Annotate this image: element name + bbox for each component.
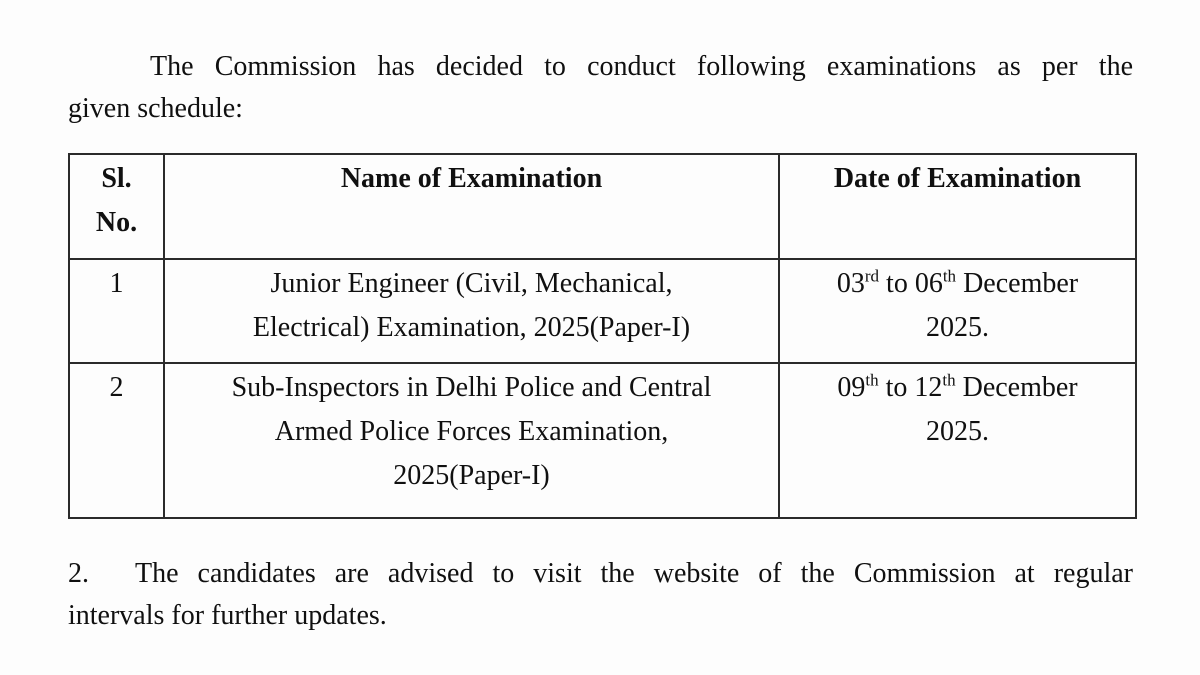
exam-name-line: Electrical) Examination, 2025(Paper-I) <box>252 312 691 343</box>
date-month-text: December <box>956 268 1079 299</box>
footer-paragraph-number: 2. <box>68 558 89 589</box>
date-to-text: to <box>878 372 915 403</box>
date-ordinal-from: th <box>865 370 879 390</box>
footer-line-1-text: The candidates are advised to visit the … <box>135 558 1133 589</box>
cell-sl-no: 1 <box>68 258 165 364</box>
intro-line-1: The Commission has decided to conduct fo… <box>150 51 1133 82</box>
exam-schedule-table: Sl. No. Name of Examination Date of Exam… <box>68 153 1137 519</box>
exam-name-line: Junior Engineer (Civil, Mechanical, <box>270 268 673 299</box>
cell-exam-name: Sub-Inspectors in Delhi Police and Centr… <box>163 362 780 519</box>
cell-exam-date: 03rd to 06th December 2025. <box>778 258 1137 364</box>
intro-paragraph: The Commission has decided to conduct fo… <box>68 46 1133 130</box>
date-ordinal-to: th <box>942 370 956 390</box>
cell-exam-name: Junior Engineer (Civil, Mechanical, Elec… <box>163 258 780 364</box>
exam-name-line: Sub-Inspectors in Delhi Police and Centr… <box>231 372 712 403</box>
date-day-to: 06 <box>914 268 943 299</box>
header-cell-exam-date: Date of Examination <box>778 153 1137 260</box>
exam-date-year-line: 2025. <box>926 416 989 447</box>
exam-date-line: 03rd to 06th December <box>786 262 1129 306</box>
header-sl-no-line-2: No. <box>95 207 138 238</box>
footer-paragraph: 2. The candidates are advised to visit th… <box>68 553 1133 637</box>
intro-line-2: given schedule: <box>68 93 243 124</box>
footer-line-1: 2. The candidates are advised to visit th… <box>68 553 1133 595</box>
header-exam-date-label: Date of Examination <box>833 163 1082 194</box>
exam-date-year-line: 2025. <box>926 312 989 343</box>
date-ordinal-from: rd <box>864 266 880 286</box>
date-day-from: 09 <box>837 372 866 403</box>
date-day-from: 03 <box>836 268 865 299</box>
sl-no-value: 2 <box>109 372 124 403</box>
header-sl-no-line-1: Sl. <box>101 163 132 194</box>
cell-exam-date: 09th to 12th December 2025. <box>778 362 1137 519</box>
header-cell-exam-name: Name of Examination <box>163 153 780 260</box>
exam-date-line: 09th to 12th December <box>786 366 1129 410</box>
table-header-row: Sl. No. Name of Examination Date of Exam… <box>68 153 1137 260</box>
footer-line-2: intervals for further updates. <box>68 600 387 631</box>
header-exam-name-label: Name of Examination <box>340 163 603 194</box>
header-cell-sl-no: Sl. No. <box>68 153 165 260</box>
sl-no-value: 1 <box>109 268 124 299</box>
date-month-text: December <box>955 372 1078 403</box>
exam-name-line: 2025(Paper-I) <box>393 460 550 491</box>
date-day-to: 12 <box>914 372 943 403</box>
table-row: 1 Junior Engineer (Civil, Mechanical, El… <box>68 258 1137 364</box>
date-to-text: to <box>879 268 915 299</box>
exam-name-line: Armed Police Forces Examination, <box>274 416 669 447</box>
date-ordinal-to: th <box>942 266 957 286</box>
cell-sl-no: 2 <box>68 362 165 519</box>
table-row: 2 Sub-Inspectors in Delhi Police and Cen… <box>68 362 1137 519</box>
